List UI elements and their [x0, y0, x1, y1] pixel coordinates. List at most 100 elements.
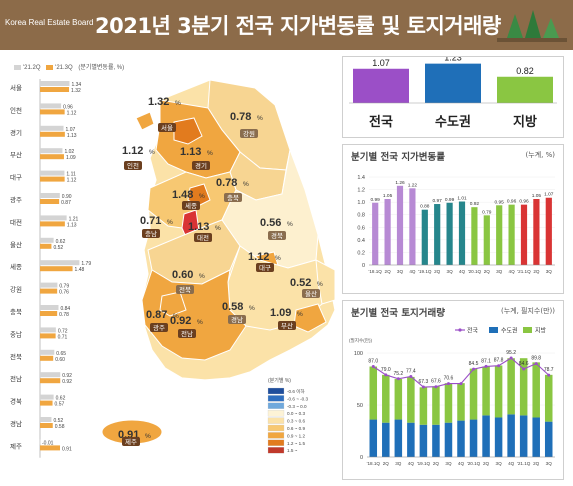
summary-bar: [353, 68, 409, 103]
regional-bar-2q: [40, 349, 55, 355]
volume-bar-capital: [532, 417, 540, 457]
region-rate-value: 1.13: [188, 221, 209, 233]
volume-total-point: [396, 377, 400, 381]
region-name-tag: [178, 329, 196, 338]
volume-total-point: [497, 364, 501, 368]
regional-category-label: 광주: [10, 196, 22, 204]
regional-value-label-2q: -0.01: [42, 440, 54, 446]
regional-value-label-3q: 1.09: [66, 155, 76, 161]
regional-value-label-2q: 1.21: [69, 216, 79, 222]
regional-bar-2q: [40, 372, 61, 378]
regional-value-label-3q: 1.13: [67, 222, 77, 228]
volume-bar-capital: [482, 415, 490, 457]
regional-value-label-2q: 0.92: [62, 373, 72, 379]
map-scale-swatch: [267, 424, 285, 432]
regional-category-label: 충북: [10, 307, 22, 316]
map-scale-swatch: [267, 395, 285, 402]
volume-xtick-label: '18.1Q: [367, 461, 381, 466]
region-name-label: 제주: [125, 438, 137, 446]
map-scale-swatch: [267, 402, 285, 409]
regional-value-label-2q: 0.79: [59, 284, 69, 290]
legend-unit: (분기별변동률, %): [78, 65, 125, 71]
volume-total-label: 77.4: [406, 369, 416, 375]
regional-bar-3q: [40, 154, 64, 160]
region-name-tag: [228, 315, 246, 324]
regional-bar-3q: [40, 423, 53, 428]
volume-bar-capital: [507, 414, 515, 457]
volume-xtick-label: 2Q: [533, 461, 540, 466]
price-xtick-label: '21.1Q: [517, 269, 531, 274]
price-ytick-label: 0.8: [357, 213, 365, 219]
volume-total-label: 87.0: [368, 359, 378, 365]
region-name-label: 광주: [153, 324, 165, 332]
regional-value-label-3q: 0.91: [62, 446, 72, 452]
volume-total-point: [459, 382, 463, 386]
volume-bar-capital: [382, 422, 390, 457]
region-rate-value: 0.71: [140, 215, 161, 227]
regional-bar-3q: [40, 109, 65, 115]
map-scale-label: -0.3 ~ 0.0: [287, 404, 307, 409]
price-xtick-label: 3Q: [546, 269, 553, 274]
regional-bar-2q: [40, 305, 59, 310]
region-rate-unit: %: [199, 273, 205, 280]
regional-category-label: 제주: [10, 442, 22, 450]
legend-label-3q: '21.3Q: [55, 65, 73, 71]
regional-bar-2q: [40, 237, 54, 243]
volume-total-label: 75.2: [393, 371, 403, 377]
regional-value-label-2q: 0.90: [62, 194, 72, 200]
volume-bar-capital: [432, 424, 440, 457]
regional-category-label: 전북: [10, 352, 22, 361]
price-ytick-label: 0.6: [357, 225, 365, 231]
volume-legend-label: 지방: [535, 327, 547, 335]
price-value-label: 1.01: [457, 196, 467, 202]
price-xtick-label: 4Q: [459, 269, 466, 274]
region-rate-unit: %: [149, 149, 155, 156]
region-rate-unit: %: [297, 311, 303, 318]
regional-value-label-3q: 0.52: [53, 245, 63, 251]
volume-total-point: [509, 356, 513, 360]
volume-bar-regional: [432, 386, 440, 425]
price-bar: [508, 204, 515, 265]
region-name-tag: [150, 323, 168, 332]
map-scale-label: 0.9 ~ 1.2: [287, 433, 305, 438]
volume-legend-label: 전국: [467, 327, 479, 335]
volume-bar-regional: [482, 366, 490, 416]
regional-bar-2q: [40, 327, 56, 333]
regional-bar-3q: [40, 400, 53, 406]
region-name-tag: [256, 263, 274, 272]
regional-value-label-3q: 0.71: [58, 334, 68, 340]
ulsan-region: [315, 259, 336, 305]
volume-bar-capital: [419, 424, 428, 457]
regional-bar-2q: [40, 282, 58, 288]
volume-legend-label: 수도권: [501, 327, 518, 335]
volume-bar-regional: [544, 374, 553, 422]
map-scale-swatch: [267, 410, 285, 417]
region-rate-unit: %: [215, 225, 221, 232]
regional-value-label-2q: 0.65: [56, 351, 66, 357]
volume-xtick-label: 3Q: [496, 461, 503, 466]
regional-value-label-3q: 0.57: [55, 402, 65, 408]
regional-bar-2q: [40, 394, 54, 400]
region-name-label: 서울: [161, 123, 173, 132]
regional-bar-2q: [39, 439, 41, 445]
summary-panel: 1.07 전국 1.23 수도권 0.82 지방: [342, 53, 564, 138]
volume-total-label: 87.8: [494, 358, 504, 364]
land-price-title: 분기별 전국 지가변동률: [351, 152, 446, 163]
region-rate-unit: %: [243, 181, 249, 188]
land-volume-panel: 분기별 전국 토지거래량 (누계, 필지수(만)) 전국 수도권 지방 (필지수(만)…: [342, 300, 564, 480]
regional-category-label: 대전: [10, 217, 22, 226]
regional-value-label-3q: 0.92: [62, 379, 72, 385]
regional-category-label: 경기: [10, 128, 22, 137]
regional-bar-3q: [40, 243, 52, 249]
volume-total-label: 79.0: [381, 367, 391, 373]
regional-value-label-3q: 0.60: [55, 357, 65, 363]
region-name-tag: [142, 229, 160, 238]
volume-xtick-label: 4Q: [508, 461, 515, 466]
seoul-region: [173, 117, 203, 145]
region-rate-value: 0.87: [146, 309, 167, 321]
region-rate-unit: %: [199, 193, 205, 200]
map-scale-label: 0.3 ~ 0.6: [287, 419, 305, 424]
price-xtick-label: 2Q: [434, 269, 441, 274]
summary-category-label: 지방: [513, 114, 537, 129]
region-rate-unit: %: [197, 319, 203, 326]
